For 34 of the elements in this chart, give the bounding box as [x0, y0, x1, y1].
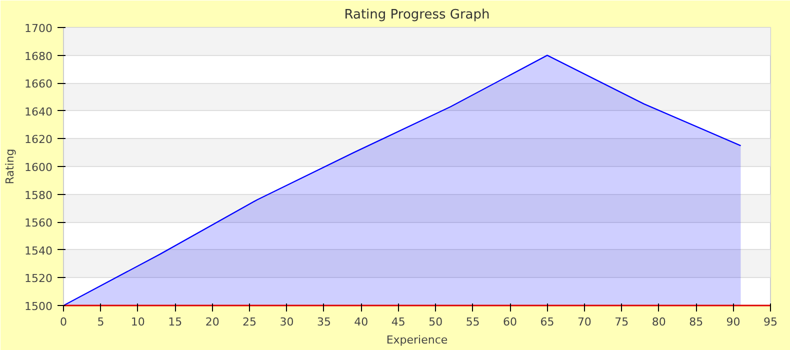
y-tick-label: 1600 [24, 161, 53, 174]
x-tick-label: 95 [764, 316, 778, 328]
x-tick-label: 80 [652, 316, 666, 328]
x-tick-label: 45 [391, 316, 406, 328]
y-tick-label: 1560 [24, 216, 53, 230]
x-axis-title: Experience [386, 334, 448, 346]
y-axis-title: Rating [4, 148, 17, 184]
x-tick-label: 30 [280, 316, 294, 328]
x-tick-label: 25 [242, 316, 257, 328]
y-tick-label: 1500 [24, 300, 53, 313]
x-tick-label: 50 [428, 316, 443, 328]
x-tick-label: 90 [726, 316, 740, 328]
x-tick-label: 60 [503, 316, 518, 328]
y-tick-label: 1520 [24, 272, 53, 286]
x-tick-label: 65 [540, 316, 554, 328]
x-tick-label: 70 [577, 316, 592, 328]
y-tick-label: 1540 [24, 244, 53, 258]
x-tick-label: 55 [466, 316, 480, 328]
y-tick-label: 1700 [24, 22, 53, 35]
x-tick-label: 75 [614, 316, 629, 328]
y-tick-label: 1680 [24, 50, 53, 63]
x-tick-label: 35 [316, 316, 331, 328]
y-tick-label: 1580 [24, 188, 53, 202]
x-tick-label: 40 [354, 316, 368, 328]
x-tick-label: 15 [168, 316, 182, 328]
x-tick-label: 20 [205, 316, 220, 328]
y-tick-label: 1660 [24, 78, 53, 91]
chart-title: Rating Progress Graph [344, 8, 490, 22]
y-tick-label: 1640 [24, 105, 53, 118]
x-tick-label: 85 [689, 316, 704, 328]
y-tick-label: 1620 [24, 133, 53, 146]
x-tick-label: 0 [60, 316, 67, 328]
x-tick-label: 5 [97, 316, 104, 328]
x-tick-label: 10 [130, 316, 145, 328]
